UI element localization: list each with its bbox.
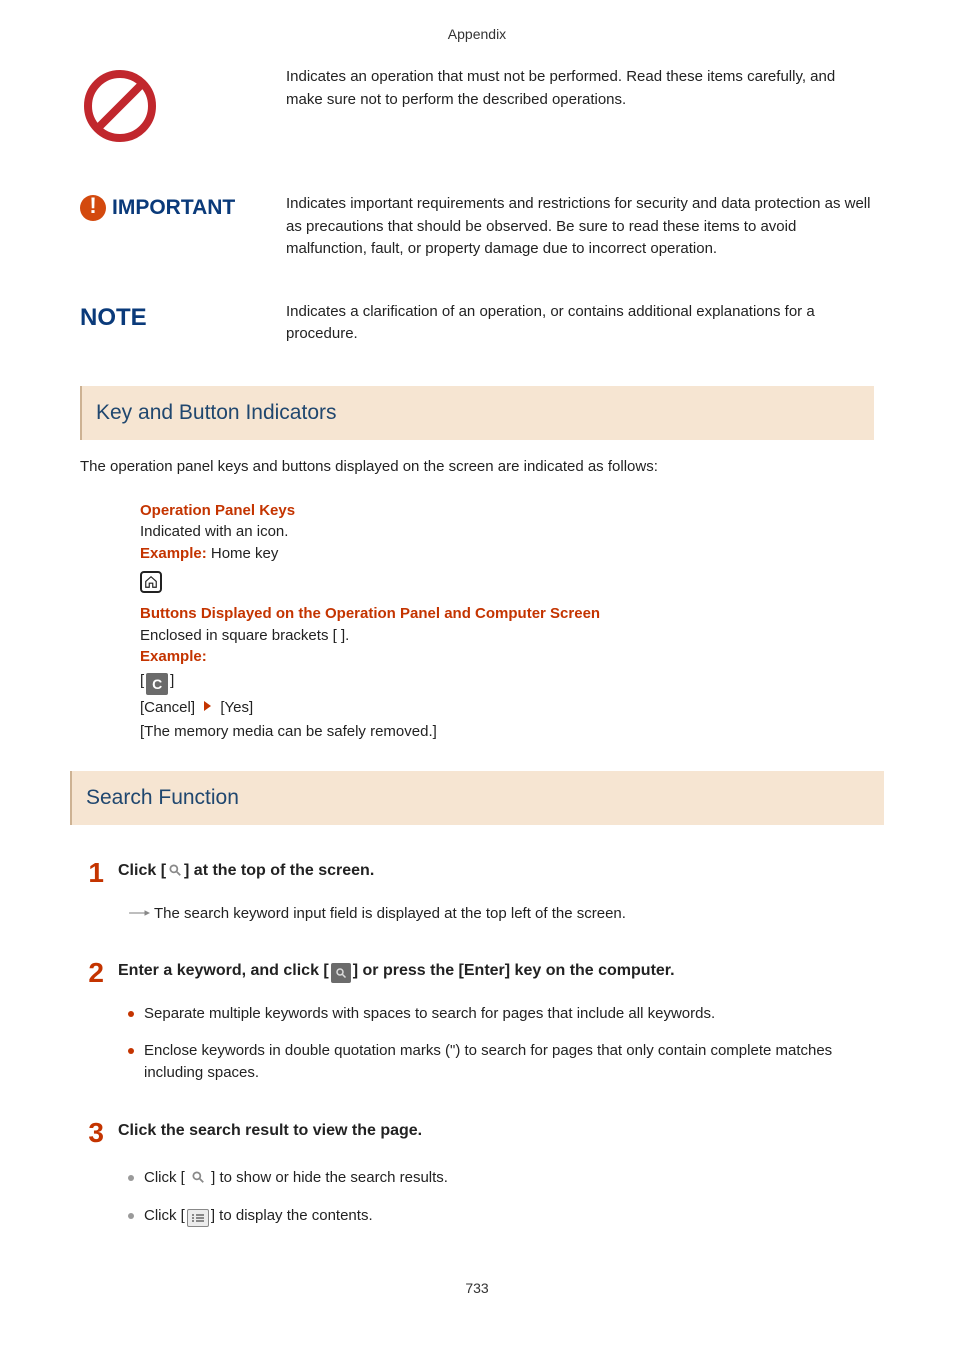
step-2-title: Enter a keyword, and click [] or press t…: [118, 959, 874, 987]
result-arrow-icon: [128, 903, 150, 925]
c-badge-icon: C: [146, 673, 168, 695]
step-1-num: 1: [80, 859, 104, 887]
buttons-ex-line3: [The memory media can be safely removed.…: [140, 721, 854, 743]
buttons-ex-line2: [Cancel] [Yes]: [140, 697, 854, 719]
op-keys-example-text: Home key: [207, 545, 279, 562]
important-label: ! IMPORTANT: [80, 193, 260, 223]
step-2-num: 2: [80, 959, 104, 987]
step-3-bullet-2: Click [] to display the contents.: [128, 1205, 874, 1228]
step-3-title: Click the search result to view the page…: [118, 1119, 874, 1147]
buttons-title: Buttons Displayed on the Operation Panel…: [140, 603, 854, 625]
contents-icon: [187, 1209, 209, 1227]
buttons-ex-line1: [C]: [140, 670, 854, 695]
step-3-bullet-1: Click [ ] to show or hide the search res…: [128, 1167, 874, 1192]
triangle-icon: [204, 701, 211, 711]
note-desc: Indicates a clarification of an operatio…: [286, 301, 874, 346]
step-3-num: 3: [80, 1119, 104, 1147]
step-2-bullet-1: Separate multiple keywords with spaces t…: [128, 1003, 874, 1026]
step-1-title: Click [] at the top of the screen.: [118, 859, 874, 887]
buttons-example-label: Example:: [140, 646, 854, 668]
search-icon: [191, 1169, 205, 1192]
buttons-sub: Enclosed in square brackets [ ].: [140, 625, 854, 647]
important-desc: Indicates important requirements and res…: [286, 193, 874, 261]
prohibit-desc: Indicates an operation that must not be …: [286, 66, 874, 153]
important-text: IMPORTANT: [112, 193, 235, 223]
home-key-icon: [140, 571, 162, 593]
exclamation-icon: !: [80, 195, 106, 221]
page-header: Appendix: [80, 24, 874, 44]
step-1-result: The search keyword input field is displa…: [128, 903, 874, 925]
op-keys-sub: Indicated with an icon.: [140, 521, 854, 543]
page-number: 733: [80, 1278, 874, 1298]
op-keys-example-label: Example:: [140, 545, 207, 562]
search-icon: [168, 861, 182, 884]
section-key-button: Key and Button Indicators: [80, 386, 874, 440]
section-search: Search Function: [70, 771, 884, 825]
note-label: NOTE: [80, 301, 260, 336]
op-keys-title: Operation Panel Keys: [140, 500, 854, 522]
step-2-bullet-2: Enclose keywords in double quotation mar…: [128, 1040, 874, 1085]
search-button-icon: [331, 963, 351, 983]
key-intro: The operation panel keys and buttons dis…: [80, 456, 874, 478]
prohibit-icon: [80, 66, 260, 153]
